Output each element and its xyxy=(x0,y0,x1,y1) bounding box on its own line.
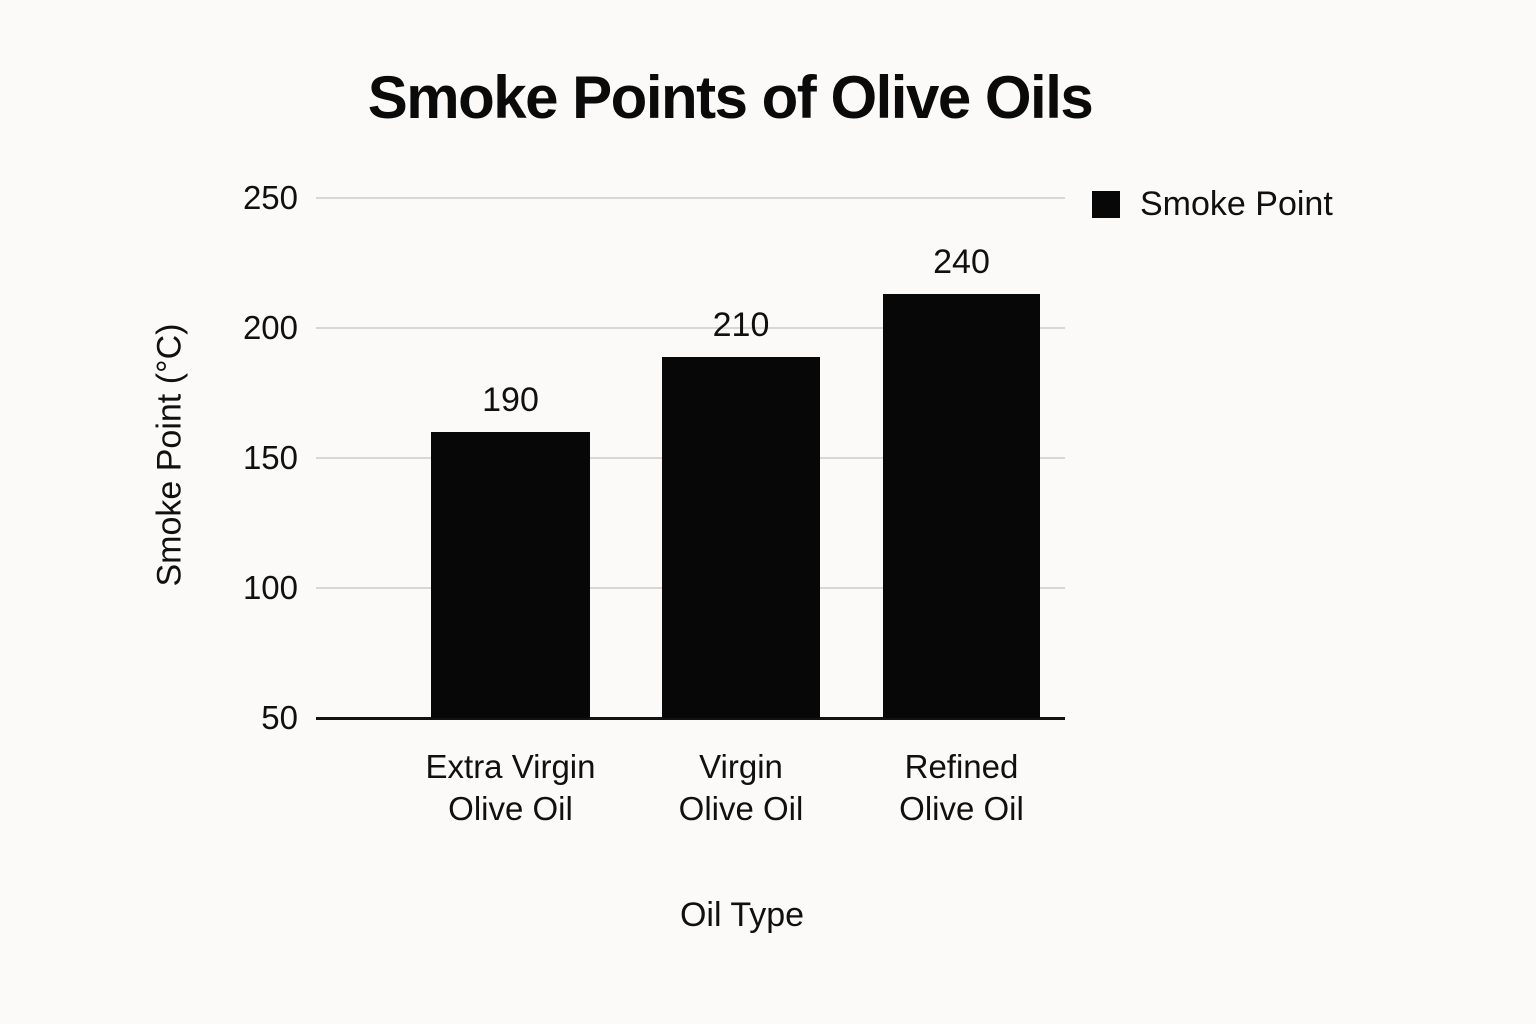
x-category-label-line: Olive Oil xyxy=(448,790,573,827)
x-category-label-line: Extra Virgin xyxy=(425,748,596,785)
legend: Smoke Point xyxy=(1092,186,1333,222)
chart-title: Smoke Points of Olive Oils xyxy=(367,64,1094,131)
legend-series-label: Smoke Point xyxy=(1140,185,1333,223)
x-category-label-line: Olive Oil xyxy=(678,790,804,827)
x-category-label: Extra Virgin Olive Oil xyxy=(361,746,661,830)
x-category-label: Virgin Olive Oil xyxy=(591,746,891,830)
gridline xyxy=(316,327,1065,329)
x-category-label: Refined Olive Oil xyxy=(812,746,1112,830)
y-tick-label: 50 xyxy=(261,699,298,736)
bar xyxy=(662,356,820,718)
x-category-label-line: Virgin xyxy=(699,748,783,785)
y-tick-label: 150 xyxy=(242,439,298,476)
x-category-label-line: Olive Oil xyxy=(899,790,1024,827)
x-axis-line xyxy=(316,717,1065,720)
bar-value-label: 190 xyxy=(482,381,539,419)
bar xyxy=(883,294,1040,718)
legend-swatch-icon xyxy=(1092,190,1120,218)
bar xyxy=(431,432,590,718)
bar-value-label: 240 xyxy=(933,243,990,282)
y-tick-label: 100 xyxy=(242,569,298,606)
y-tick-label: 250 xyxy=(242,179,298,216)
gridline xyxy=(316,197,1065,199)
y-tick-label: 200 xyxy=(242,309,298,346)
bar-value-label: 210 xyxy=(712,305,770,344)
x-axis-title: Oil Type xyxy=(679,896,805,934)
x-category-label-line: Refined xyxy=(904,748,1019,785)
